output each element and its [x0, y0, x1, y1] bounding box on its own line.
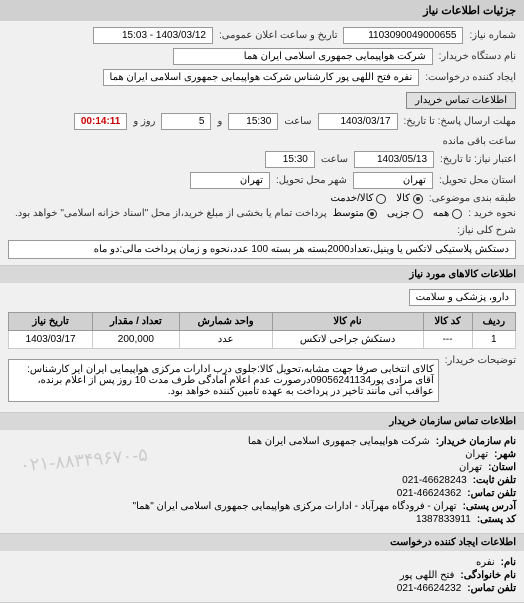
contact-address-value: تهران - فرودگاه مهرآباد - ادارات مرکزی ه…: [133, 501, 457, 512]
table-header-row: ردیف کد کالا نام کالا واحد شمارش تعداد /…: [9, 313, 516, 331]
day-suffix-label: روز و: [133, 116, 155, 127]
goods-section: دارو، پزشکی و سلامت ردیف کد کالا نام کال…: [0, 283, 524, 413]
contact-fax-label: تلفن تماس:: [467, 488, 516, 499]
validity-label: اعتبار نیاز: تا تاریخ:: [440, 154, 516, 165]
radio-icon: [413, 209, 423, 219]
countdown-field: 00:14:11: [74, 113, 127, 130]
org-label: نام سازمان خریدار:: [436, 436, 516, 447]
payment-note: پرداخت تمام یا بخشی از مبلغ خرید،از محل …: [15, 208, 327, 219]
scope-radio-partial[interactable]: جزیی: [387, 208, 423, 219]
creator-name-value: نفره: [476, 557, 495, 568]
th-name: نام کالا: [272, 313, 423, 331]
contact-province-value: تهران: [459, 462, 482, 473]
page-header: جزئیات اطلاعات نیاز: [0, 0, 524, 21]
td-qty: 200,000: [93, 331, 180, 349]
request-info-section: شماره نیاز: 1103090049000655 تاریخ و ساع…: [0, 21, 524, 266]
title-field: دستکش پلاستیکی لاتکس یا وینیل،تعداد2000ب…: [8, 240, 516, 259]
radio-icon: [452, 209, 462, 219]
th-row: ردیف: [472, 313, 515, 331]
remaining-label: ساعت باقی مانده: [443, 136, 516, 147]
contact-city-value: تهران: [465, 449, 488, 460]
radio-icon: [413, 194, 423, 204]
notes-box: کالای انتخابی صرفا جهت مشابه،تحویل کالا:…: [8, 359, 439, 402]
table-row[interactable]: 1 --- دستکش جراحی لاتکس عدد 200,000 1403…: [9, 331, 516, 349]
radio-icon: [367, 209, 377, 219]
public-date-label: تاریخ و ساعت اعلان عمومی:: [219, 30, 338, 41]
creator-name-label: نام:: [501, 557, 516, 568]
creator-label: ایجاد کننده درخواست:: [425, 72, 516, 83]
time-label-2: ساعت: [321, 154, 348, 165]
pkg-opt2-label: کالا/خدمت: [330, 193, 373, 204]
buyer-device-label: نام دستگاه خریدار:: [439, 51, 516, 62]
time-label-1: ساعت: [284, 116, 311, 127]
goods-category-field: دارو، پزشکی و سلامت: [409, 289, 516, 306]
title-label: شرح کلی نیاز:: [457, 225, 516, 236]
pkg-radio-kala-service[interactable]: کالا/خدمت: [330, 193, 386, 204]
contact-fax-value: 021-46624362: [397, 488, 462, 499]
deadline-days-field: 5: [161, 113, 211, 130]
pkg-type-radio-group: کالا کالا/خدمت: [330, 193, 422, 204]
contact-postal-label: کد پستی:: [477, 514, 516, 525]
deadline-date-field: 1403/03/17: [318, 113, 398, 130]
th-code: کد کالا: [423, 313, 472, 331]
scope-partial-label: جزیی: [387, 208, 410, 219]
contact-button[interactable]: اطلاعات تماس خریدار: [406, 92, 516, 109]
buy-type-label: نحوه خرید :: [468, 208, 516, 219]
scope-radio-group: همه جزیی متوسط: [333, 208, 463, 219]
scope-all-label: همه: [433, 208, 449, 219]
th-qty: تعداد / مقدار: [93, 313, 180, 331]
contact-address-label: آدرس پستی:: [463, 501, 516, 512]
number-field: 1103090049000655: [343, 27, 463, 44]
goods-section-title: اطلاعات کالاهای مورد نیاز: [0, 266, 524, 283]
org-value: شرکت هواپیمایی جمهوری اسلامی ایران هما: [248, 436, 430, 447]
buyer-device-field: شرکت هواپیمایی جمهوری اسلامی ایران هما: [173, 48, 433, 65]
goods-table: ردیف کد کالا نام کالا واحد شمارش تعداد /…: [8, 312, 516, 349]
creator-section-title: اطلاعات ایجاد کننده درخواست: [0, 534, 524, 551]
radio-icon: [376, 194, 386, 204]
pkg-type-label: طبقه بندی موضوعی:: [429, 193, 516, 204]
number-label: شماره نیاز:: [469, 30, 516, 41]
contact-phone-label: تلفن ثابت:: [473, 475, 516, 486]
public-date-field: 1403/03/12 - 15:03: [93, 27, 213, 44]
validity-time-field: 15:30: [265, 151, 315, 168]
notes-label: توضیحات خریدار:: [445, 355, 516, 366]
pkg-radio-kala[interactable]: کالا: [396, 193, 423, 204]
td-code: ---: [423, 331, 472, 349]
contact-city-label: شهر:: [494, 449, 516, 460]
creator-section: نام: نفره نام خانوادگی: فتح اللهی پور تل…: [0, 551, 524, 603]
td-date: 1403/03/17: [9, 331, 93, 349]
contact-section: نام سازمان خریدار: شرکت هواپیمایی جمهوری…: [0, 430, 524, 534]
province-label: استان محل تحویل:: [439, 175, 516, 186]
deadline-label: مهلت ارسال پاسخ: تا تاریخ:: [404, 116, 516, 127]
td-unit: عدد: [179, 331, 272, 349]
province-field: تهران: [353, 172, 433, 189]
pkg-opt1-label: کالا: [396, 193, 410, 204]
contact-section-title: اطلاعات تماس سازمان خریدار: [0, 413, 524, 430]
creator-phone-label: تلفن تماس:: [467, 583, 516, 594]
day-and-label: و: [217, 116, 222, 127]
scope-radio-medium[interactable]: متوسط: [333, 208, 377, 219]
creator-phone-value: 021-46624232: [397, 583, 462, 594]
city-field: تهران: [190, 172, 270, 189]
scope-medium-label: متوسط: [333, 208, 364, 219]
td-name: دستکش جراحی لاتکس: [272, 331, 423, 349]
city-label: شهر محل تحویل:: [276, 175, 347, 186]
td-row: 1: [472, 331, 515, 349]
deadline-time-field: 15:30: [228, 113, 278, 130]
validity-date-field: 1403/05/13: [354, 151, 434, 168]
contact-province-label: استان:: [488, 462, 516, 473]
scope-radio-all[interactable]: همه: [433, 208, 462, 219]
creator-field: نفره فتح اللهی پور کارشناس شرکت هواپیمای…: [103, 69, 420, 86]
th-unit: واحد شمارش: [179, 313, 272, 331]
th-date: تاریخ نیاز: [9, 313, 93, 331]
contact-postal-value: 1387833911: [416, 514, 471, 525]
contact-phone-value: 021-46628243: [402, 475, 467, 486]
